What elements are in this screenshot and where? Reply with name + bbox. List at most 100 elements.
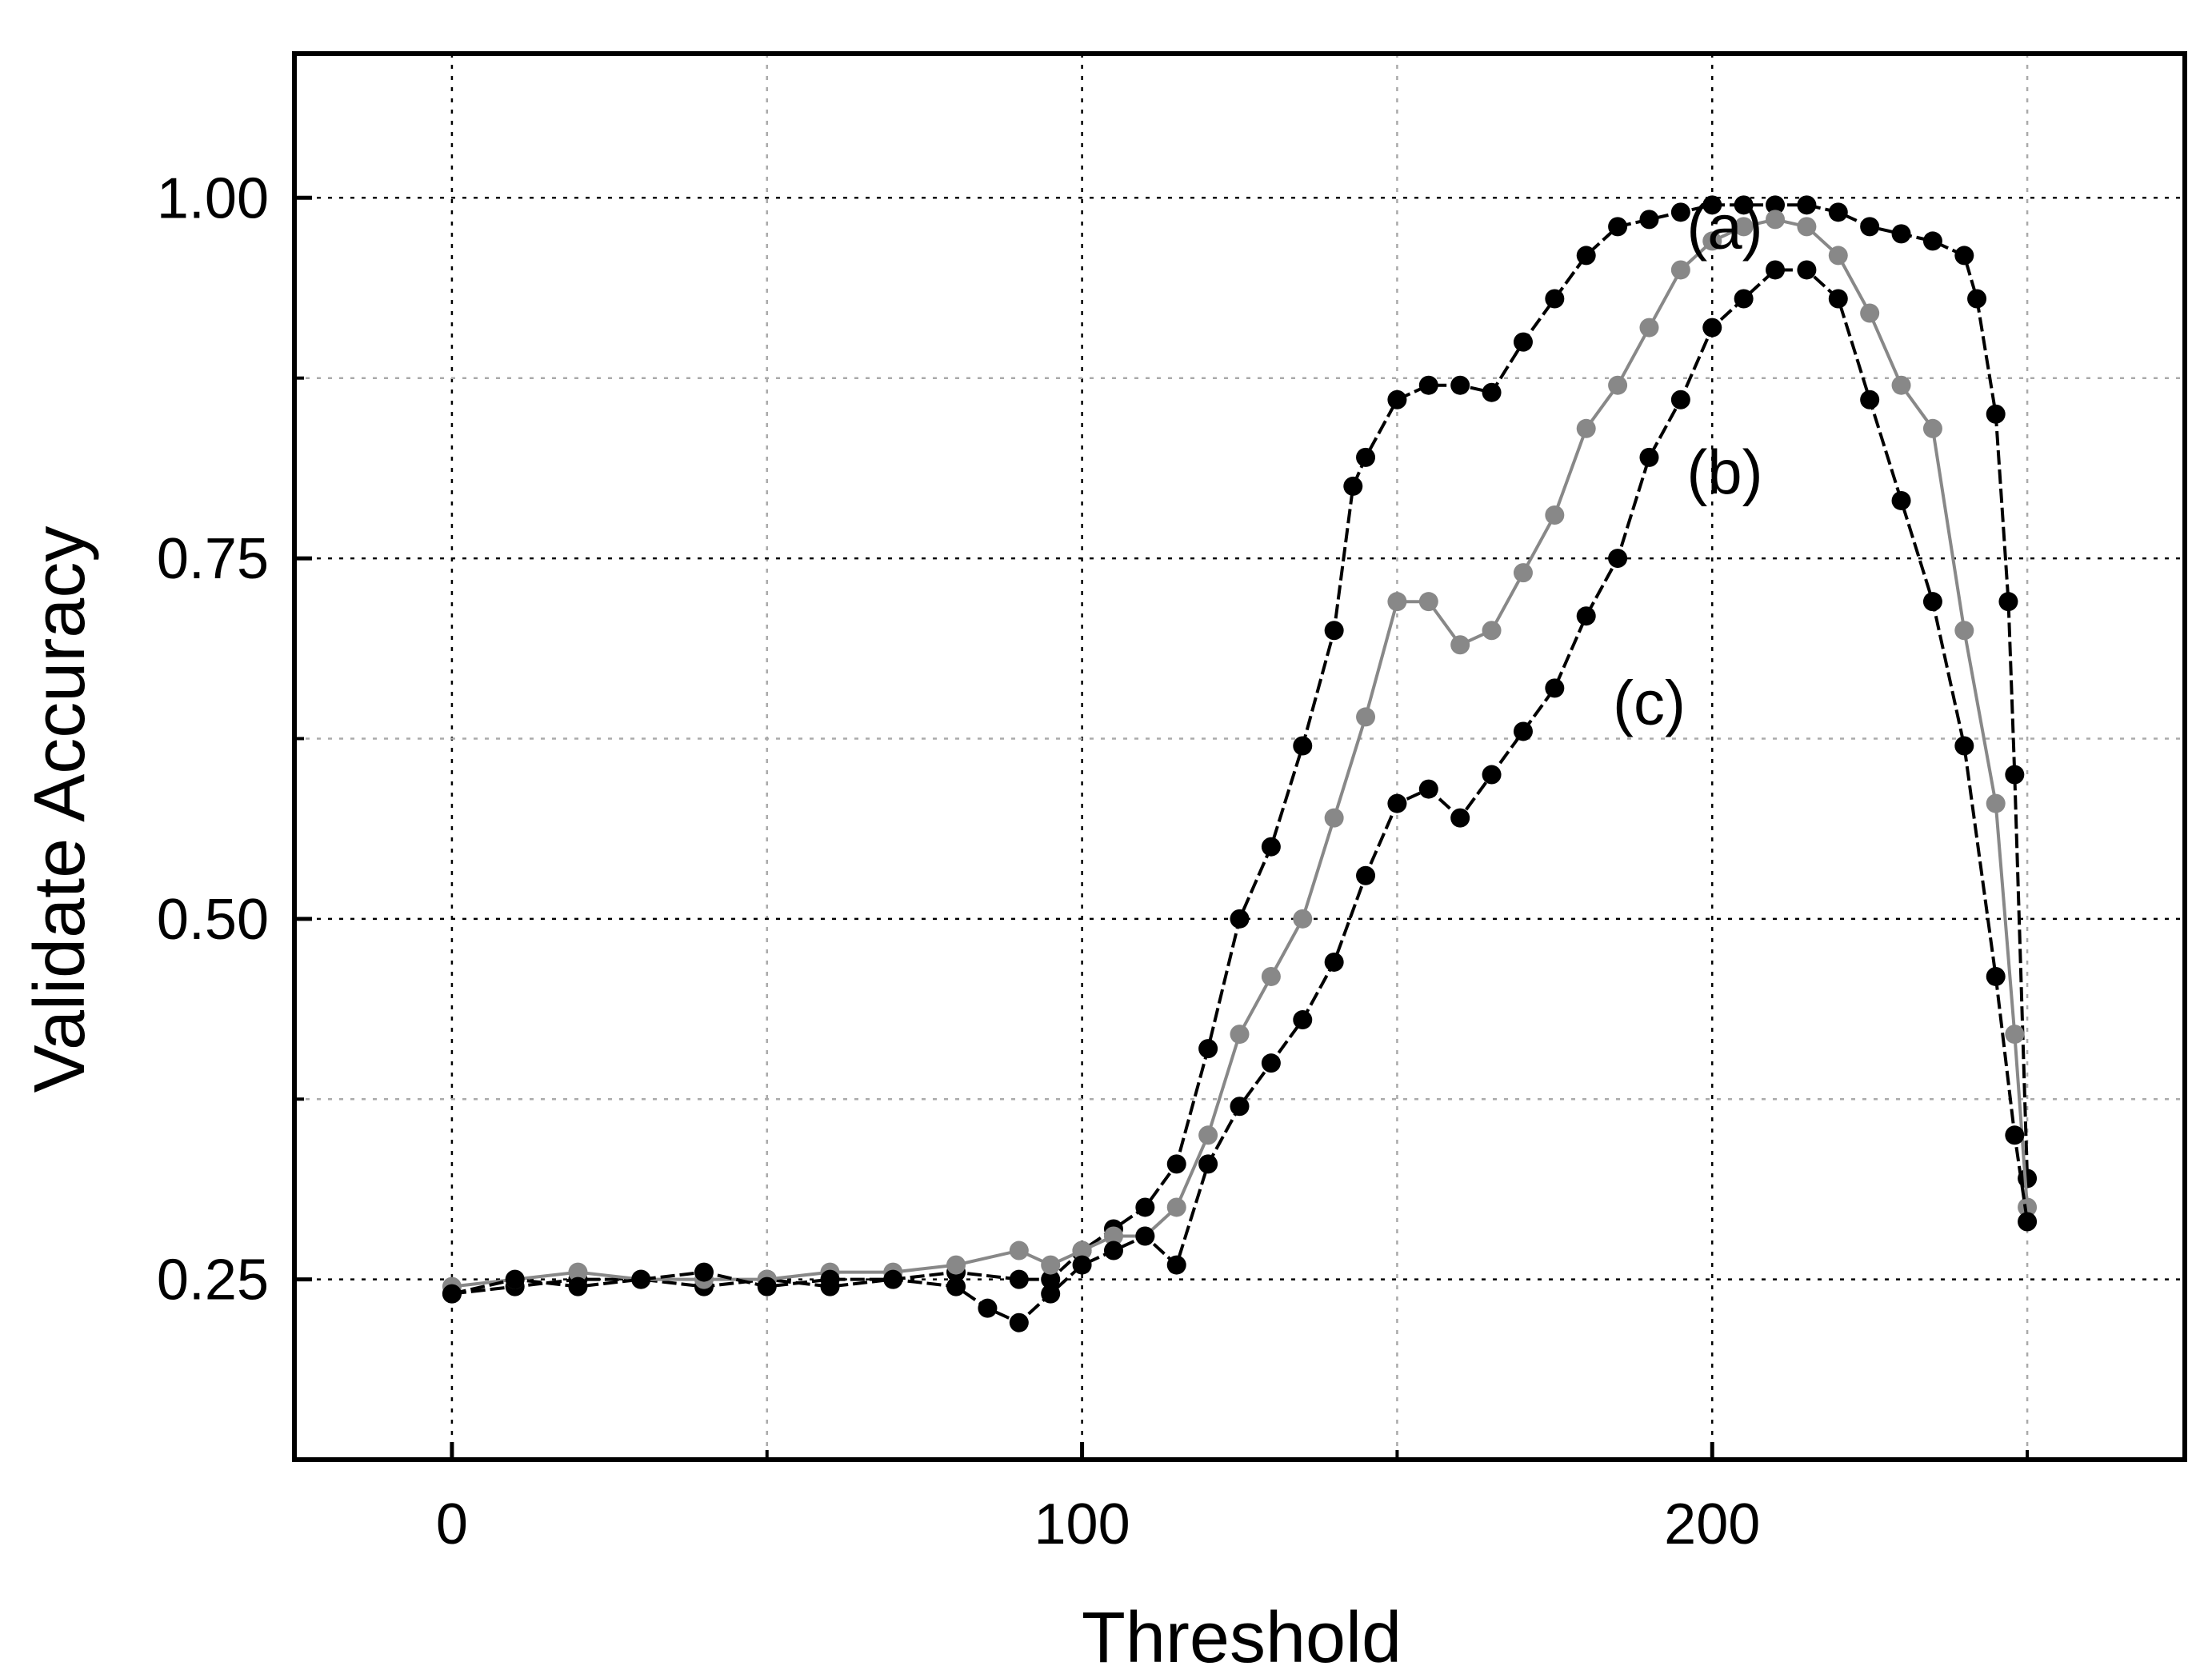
- data-point: [1513, 332, 1533, 352]
- data-point: [1891, 224, 1911, 244]
- data-point: [1766, 260, 1786, 280]
- y-tick-label: 0.50: [157, 888, 269, 952]
- data-point: [1387, 793, 1407, 813]
- data-point: [1198, 1125, 1218, 1145]
- data-point: [1293, 1010, 1313, 1030]
- data-point: [1608, 549, 1628, 569]
- data-point: [1324, 808, 1344, 828]
- data-point: [2018, 1169, 2038, 1189]
- data-point: [1356, 865, 1376, 885]
- data-point: [1324, 621, 1344, 641]
- data-point: [1797, 260, 1817, 280]
- data-point: [1639, 210, 1659, 230]
- data-point: [978, 1298, 998, 1318]
- data-point: [1009, 1312, 1029, 1332]
- data-point: [1670, 202, 1690, 222]
- data-point: [1230, 1025, 1250, 1045]
- data-point: [1041, 1255, 1061, 1275]
- data-point: [1482, 765, 1502, 785]
- data-point: [946, 1255, 966, 1275]
- data-point: [2005, 765, 2025, 785]
- data-point: [883, 1269, 903, 1289]
- data-point: [1072, 1255, 1092, 1275]
- data-point: [1103, 1226, 1123, 1246]
- data-point: [1387, 592, 1407, 612]
- series-line: [451, 268, 2030, 1325]
- data-point: [1670, 260, 1690, 280]
- data-point: [2005, 1125, 2025, 1145]
- data-point: [1230, 1097, 1250, 1117]
- annotation-label: (a): [1686, 191, 1762, 262]
- data-point: [1828, 289, 1848, 309]
- data-point: [1261, 966, 1281, 986]
- data-point: [1513, 563, 1533, 583]
- data-point: [1891, 490, 1911, 510]
- data-point: [1103, 1241, 1123, 1260]
- data-point: [1954, 246, 1974, 266]
- data-point: [1608, 375, 1628, 395]
- data-point: [1418, 779, 1438, 799]
- annot-layer: (a) (b) (c): [1613, 191, 1763, 737]
- data-point: [1986, 404, 2006, 424]
- data-point: [1954, 736, 1974, 756]
- data-point: [1009, 1241, 1029, 1260]
- data-point: [1967, 289, 1987, 309]
- data-point: [1860, 390, 1880, 410]
- grid-layer: [294, 54, 2185, 1461]
- x-axis-title: Threshold: [1082, 1598, 1402, 1674]
- data-point: [1198, 1154, 1218, 1174]
- data-point: [1450, 375, 1470, 395]
- data-point: [1797, 195, 1817, 215]
- data-point: [1734, 195, 1754, 215]
- data-point: [1766, 195, 1786, 215]
- data-point: [631, 1269, 651, 1289]
- data-point: [568, 1276, 588, 1296]
- series-1: [442, 195, 2038, 1304]
- data-point: [1293, 736, 1313, 756]
- data-point: [1670, 390, 1690, 410]
- data-point: [1261, 1053, 1281, 1073]
- y-axis-title: Validate Accuracy: [20, 526, 100, 1093]
- data-point: [1230, 909, 1250, 929]
- annotation-label: (b): [1686, 437, 1762, 507]
- data-point: [1135, 1226, 1155, 1246]
- data-point: [1343, 476, 1363, 496]
- data-point: [1482, 621, 1502, 641]
- data-point: [1828, 202, 1848, 222]
- data-point: [1702, 195, 1722, 215]
- x-tick-label: 100: [1034, 1492, 1130, 1556]
- data-point: [1166, 1255, 1186, 1275]
- x-tick-label: 200: [1664, 1492, 1760, 1556]
- data-point: [1261, 837, 1281, 857]
- y-tick-label: 0.25: [157, 1249, 269, 1312]
- data-point: [1734, 217, 1754, 237]
- data-point: [1545, 505, 1565, 525]
- data-point: [1828, 246, 1848, 266]
- data-point: [1702, 231, 1722, 251]
- data-point: [1922, 592, 1942, 612]
- data-point: [1450, 635, 1470, 655]
- data-point: [1198, 1039, 1218, 1059]
- data-point: [1986, 793, 2006, 813]
- data-point: [1166, 1154, 1186, 1174]
- data-point: [1418, 375, 1438, 395]
- data-point: [1041, 1284, 1061, 1304]
- data-point: [1922, 418, 1942, 438]
- series-line: [451, 203, 2030, 1296]
- data-point: [1513, 721, 1533, 741]
- data-point: [2018, 1197, 2038, 1217]
- data-point: [1639, 447, 1659, 467]
- data-point: [505, 1269, 525, 1289]
- tick-layer: 0 100 200 0.25 0.50 0.75 1.00: [157, 166, 2030, 1556]
- data-point: [1041, 1269, 1061, 1289]
- data-point: [1702, 318, 1722, 338]
- data-point: [946, 1276, 966, 1296]
- data-point: [1418, 592, 1438, 612]
- data-point: [1576, 606, 1596, 626]
- plot-frame: [292, 51, 2187, 1462]
- data-point: [1482, 382, 1502, 402]
- data-point: [1293, 909, 1313, 929]
- series-layer: [442, 195, 2038, 1332]
- data-point: [1891, 375, 1911, 395]
